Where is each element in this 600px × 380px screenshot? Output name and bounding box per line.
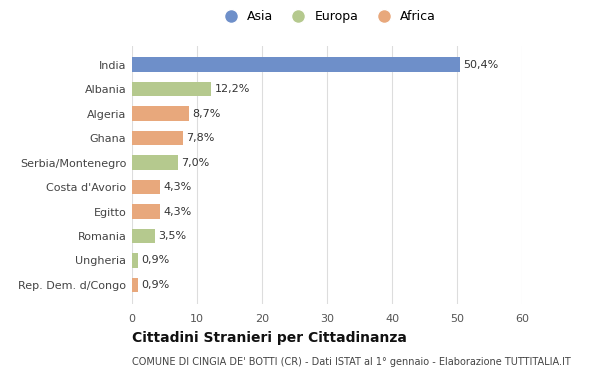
Text: COMUNE DI CINGIA DE' BOTTI (CR) - Dati ISTAT al 1° gennaio - Elaborazione TUTTIT: COMUNE DI CINGIA DE' BOTTI (CR) - Dati I… <box>132 357 571 367</box>
Legend: Asia, Europa, Africa: Asia, Europa, Africa <box>214 5 440 28</box>
Text: 50,4%: 50,4% <box>463 60 498 70</box>
Bar <box>132 229 155 243</box>
Text: 4,3%: 4,3% <box>163 206 191 217</box>
Bar <box>132 180 160 195</box>
Text: 3,5%: 3,5% <box>158 231 186 241</box>
Text: 0,9%: 0,9% <box>141 280 169 290</box>
Text: 12,2%: 12,2% <box>215 84 250 94</box>
Text: 4,3%: 4,3% <box>163 182 191 192</box>
Bar <box>132 82 211 97</box>
Bar <box>132 253 138 268</box>
Text: Cittadini Stranieri per Cittadinanza: Cittadini Stranieri per Cittadinanza <box>132 331 407 345</box>
Bar <box>132 131 182 146</box>
Text: 0,9%: 0,9% <box>141 255 169 266</box>
Bar <box>132 204 160 219</box>
Text: 7,0%: 7,0% <box>181 158 209 168</box>
Bar <box>132 106 188 121</box>
Text: 8,7%: 8,7% <box>192 109 220 119</box>
Bar <box>132 57 460 72</box>
Bar <box>132 155 178 170</box>
Text: 7,8%: 7,8% <box>186 133 214 143</box>
Bar <box>132 277 138 292</box>
